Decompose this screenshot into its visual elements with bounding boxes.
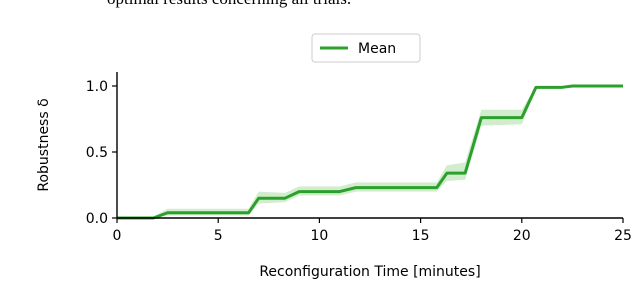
spread-band [117,85,623,218]
x-tick-label: 10 [310,228,328,244]
x-tick-label: 20 [513,228,531,244]
mean-line [117,84,623,220]
x-tick-label: 5 [214,228,223,244]
y-tick-label: 1.0 [86,79,108,95]
x-tick-label: 15 [412,228,430,244]
y-tick-label: 0.5 [86,145,108,161]
text-above: optimal results concerning all trials. [107,0,351,8]
y-axis-label: Robustness δ [36,98,52,191]
legend-label: Mean [358,41,396,57]
legend-box [311,33,421,63]
x-axis-label: Reconfiguration Time [minutes] [259,264,480,280]
x-tick-label: 25 [614,228,632,244]
x-tick-label: 0 [113,228,122,244]
y-tick-label: 0.0 [86,211,108,227]
